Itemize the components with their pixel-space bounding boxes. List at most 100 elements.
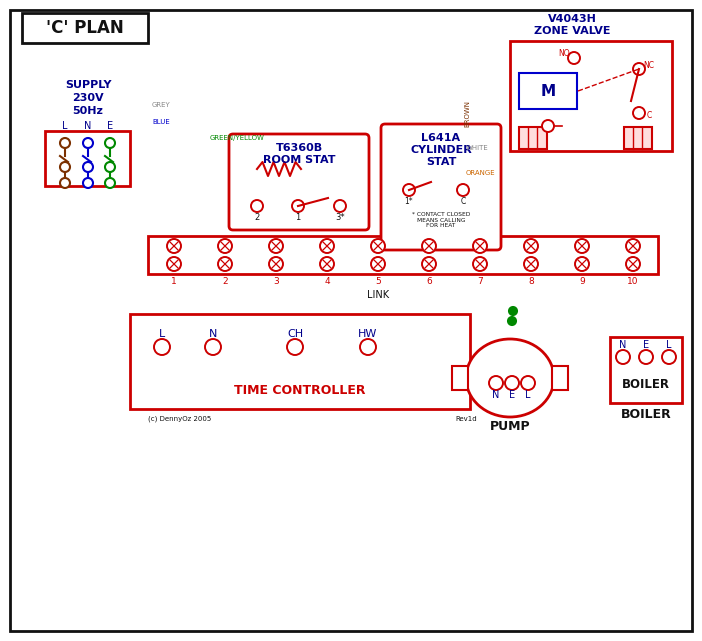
Circle shape <box>633 63 645 75</box>
Text: E: E <box>643 340 649 350</box>
Text: C: C <box>647 110 651 119</box>
Text: E: E <box>509 390 515 400</box>
Text: C: C <box>461 197 465 206</box>
Text: N: N <box>492 390 500 400</box>
Circle shape <box>524 257 538 271</box>
Text: 2: 2 <box>254 213 260 222</box>
FancyBboxPatch shape <box>510 41 672 151</box>
FancyBboxPatch shape <box>22 13 148 43</box>
Text: 1: 1 <box>171 278 177 287</box>
Text: GREEN/YELLOW: GREEN/YELLOW <box>210 135 265 141</box>
Text: N: N <box>84 121 92 131</box>
Text: (c) DennyOz 2005: (c) DennyOz 2005 <box>148 416 211 422</box>
Text: GREY: GREY <box>152 102 171 108</box>
FancyBboxPatch shape <box>519 127 547 149</box>
Text: 1*: 1* <box>404 197 413 206</box>
Circle shape <box>639 350 653 364</box>
FancyBboxPatch shape <box>519 73 577 109</box>
Text: M: M <box>541 83 555 99</box>
Circle shape <box>334 200 346 212</box>
Circle shape <box>457 184 469 196</box>
Text: L: L <box>62 121 68 131</box>
Text: 'C' PLAN: 'C' PLAN <box>46 19 124 37</box>
Text: T6360B: T6360B <box>275 143 322 153</box>
Text: ZONE VALVE: ZONE VALVE <box>534 26 610 36</box>
Text: 3: 3 <box>273 278 279 287</box>
Text: L641A: L641A <box>421 133 461 143</box>
Circle shape <box>508 317 516 325</box>
Circle shape <box>371 239 385 253</box>
Text: L: L <box>525 390 531 400</box>
Circle shape <box>422 239 436 253</box>
Circle shape <box>292 200 304 212</box>
Text: L: L <box>666 340 672 350</box>
Circle shape <box>83 178 93 188</box>
FancyBboxPatch shape <box>381 124 501 250</box>
Circle shape <box>218 257 232 271</box>
Text: V4043H: V4043H <box>548 14 597 24</box>
Text: 9: 9 <box>579 278 585 287</box>
Text: 10: 10 <box>628 278 639 287</box>
Text: SUPPLY: SUPPLY <box>65 80 111 90</box>
Circle shape <box>60 138 70 148</box>
Circle shape <box>521 376 535 390</box>
Text: 4: 4 <box>324 278 330 287</box>
Text: 5: 5 <box>375 278 381 287</box>
Circle shape <box>542 120 554 132</box>
Circle shape <box>287 339 303 355</box>
Text: 1: 1 <box>296 213 300 222</box>
Circle shape <box>422 257 436 271</box>
Text: NO: NO <box>558 49 570 58</box>
Circle shape <box>154 339 170 355</box>
Circle shape <box>626 257 640 271</box>
Circle shape <box>626 239 640 253</box>
Circle shape <box>269 239 283 253</box>
Text: N: N <box>619 340 627 350</box>
Text: L: L <box>159 329 165 339</box>
Text: 7: 7 <box>477 278 483 287</box>
Text: HW: HW <box>358 329 378 339</box>
FancyBboxPatch shape <box>10 10 692 631</box>
Text: 8: 8 <box>528 278 534 287</box>
Text: BROWN: BROWN <box>464 100 470 127</box>
Text: Rev1d: Rev1d <box>455 416 477 422</box>
Text: LINK: LINK <box>367 290 389 300</box>
FancyBboxPatch shape <box>610 337 682 403</box>
Circle shape <box>371 257 385 271</box>
Circle shape <box>320 257 334 271</box>
Text: BOILER: BOILER <box>621 408 671 420</box>
Circle shape <box>403 184 415 196</box>
FancyBboxPatch shape <box>624 127 652 149</box>
Text: 3*: 3* <box>335 213 345 222</box>
Text: ORANGE: ORANGE <box>466 170 496 176</box>
Text: TIME CONTROLLER: TIME CONTROLLER <box>234 385 366 397</box>
Circle shape <box>575 239 589 253</box>
Circle shape <box>616 350 630 364</box>
Text: N: N <box>208 329 217 339</box>
FancyBboxPatch shape <box>552 366 568 390</box>
FancyBboxPatch shape <box>452 366 468 390</box>
Ellipse shape <box>466 339 554 417</box>
Text: CYLINDER: CYLINDER <box>410 145 472 155</box>
FancyBboxPatch shape <box>130 314 470 409</box>
Circle shape <box>662 350 676 364</box>
Circle shape <box>509 307 517 315</box>
Circle shape <box>105 162 115 172</box>
Circle shape <box>105 138 115 148</box>
Text: 2: 2 <box>223 278 228 287</box>
Circle shape <box>251 200 263 212</box>
Circle shape <box>524 239 538 253</box>
FancyBboxPatch shape <box>45 131 130 186</box>
Circle shape <box>473 257 487 271</box>
Text: PUMP: PUMP <box>490 419 530 433</box>
FancyBboxPatch shape <box>229 134 369 230</box>
Circle shape <box>60 178 70 188</box>
Text: CH: CH <box>287 329 303 339</box>
Text: BOILER: BOILER <box>622 378 670 392</box>
Circle shape <box>167 239 181 253</box>
Text: BLUE: BLUE <box>152 119 170 125</box>
Circle shape <box>320 239 334 253</box>
Circle shape <box>269 257 283 271</box>
Text: 230V: 230V <box>72 93 104 103</box>
Circle shape <box>205 339 221 355</box>
